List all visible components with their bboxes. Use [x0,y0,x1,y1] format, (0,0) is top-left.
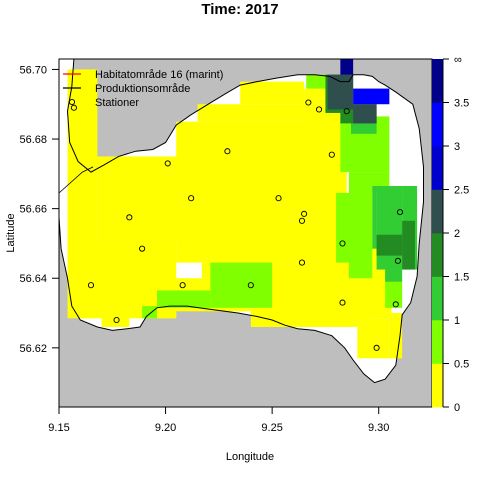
station-point [224,148,231,155]
station-point [179,282,186,289]
station-point [113,316,120,324]
heatmap-cell [336,192,373,263]
colorbar-label: 3.5 [454,98,469,110]
station-point [298,259,306,266]
legend-circle-symbol [68,98,76,106]
heatmap-cell [142,306,158,319]
y-tick-label: 56.68 [19,134,47,146]
colorbar-bin [432,363,443,408]
legend-label: Stationer [95,97,139,109]
legend-label: Habitatområde 16 (marint) [95,69,223,81]
heatmap-cell [353,104,377,124]
production-area-line [59,166,94,194]
station-point [164,160,171,167]
station-point [70,104,77,111]
colorbar-bin [432,102,443,147]
colorbar-bin [432,276,443,321]
station-point [87,282,95,289]
heatmap-cell [353,88,390,105]
heatmap-cell [97,156,181,244]
heatmap-cell [197,104,326,122]
station-point [339,240,346,247]
heatmap-cell [340,59,354,75]
chart-title: Time: 2017 [201,1,278,18]
station-point [188,195,195,202]
colorbar-label: ∞ [454,54,462,66]
legend-label: Produktionsområde [95,83,190,95]
heatmap-cell [357,318,390,359]
colorbar-label: 2.5 [454,185,469,197]
y-axis: 56.62 56.64 56.66 56.68 56.70 [19,64,60,355]
heatmap-cell [101,313,130,327]
heatmap-cell [376,186,403,270]
colorbar-bin [432,146,443,190]
heatmap-cell [306,74,326,89]
colorbar-label: 1 [454,315,460,327]
y-axis-label: Latitude [5,213,17,252]
heatmap-cell [327,74,354,110]
x-tick-label: 9.30 [368,422,389,434]
heatmap-cell [304,104,341,173]
colorbar-label: 0.5 [454,359,469,371]
station-point [301,210,308,217]
colorbar-bin [432,233,443,277]
heatmap-cell [372,186,377,249]
station-point [247,282,254,289]
x-axis: 9.15 9.20 9.25 9.30 [48,406,389,434]
heatmap-cell [157,290,211,308]
station-point [328,151,335,158]
station-point [394,257,401,264]
heatmap-cell [389,313,403,359]
y-tick-label: 56.66 [19,204,47,216]
plot-content [59,59,432,407]
heatmap-cell [402,220,415,270]
station-point [139,245,146,252]
heatmap-cell [376,234,403,256]
station-point [298,217,306,224]
x-tick-label: 9.20 [155,422,176,434]
colorbar-bin [432,320,443,364]
plot-area [58,58,433,408]
heatmap-cell [348,262,373,279]
colorbar-bin [432,189,443,234]
station-point [396,209,404,216]
x-tick-label: 9.15 [48,422,69,434]
heatmap-cell [67,69,98,167]
colorbar-label: 3 [454,141,460,153]
heatmap-cell [385,278,403,308]
station-point [343,108,350,115]
heatmap-cell [402,186,415,207]
station-point [339,299,346,306]
y-tick-label: 56.62 [19,343,47,355]
x-tick-label: 9.25 [261,422,282,434]
heatmap-cell [78,243,140,319]
colorbar-label: 1.5 [454,272,469,284]
y-tick-label: 56.70 [19,64,47,76]
station-point [275,195,282,202]
station-point [373,344,380,351]
station-point [305,99,312,106]
heatmap-cell [210,262,273,308]
colorbar-label: 2 [454,228,460,240]
colorbar: 0 0.5 1 1.5 2 2.5 3 3.5 ∞ [432,54,469,414]
x-axis-label: Longitude [226,451,274,463]
colorbar-bin [432,59,443,103]
coastline [59,59,424,384]
heatmap-cell [240,81,305,105]
station-point [315,106,323,113]
heatmap-cell [385,269,403,282]
station-point [126,214,133,221]
station-point [392,301,399,308]
colorbar-label: 0 [454,402,460,414]
legend: Habitatområde 16 (marint) Produktionsområ… [63,69,223,109]
y-tick-label: 56.64 [19,273,47,285]
